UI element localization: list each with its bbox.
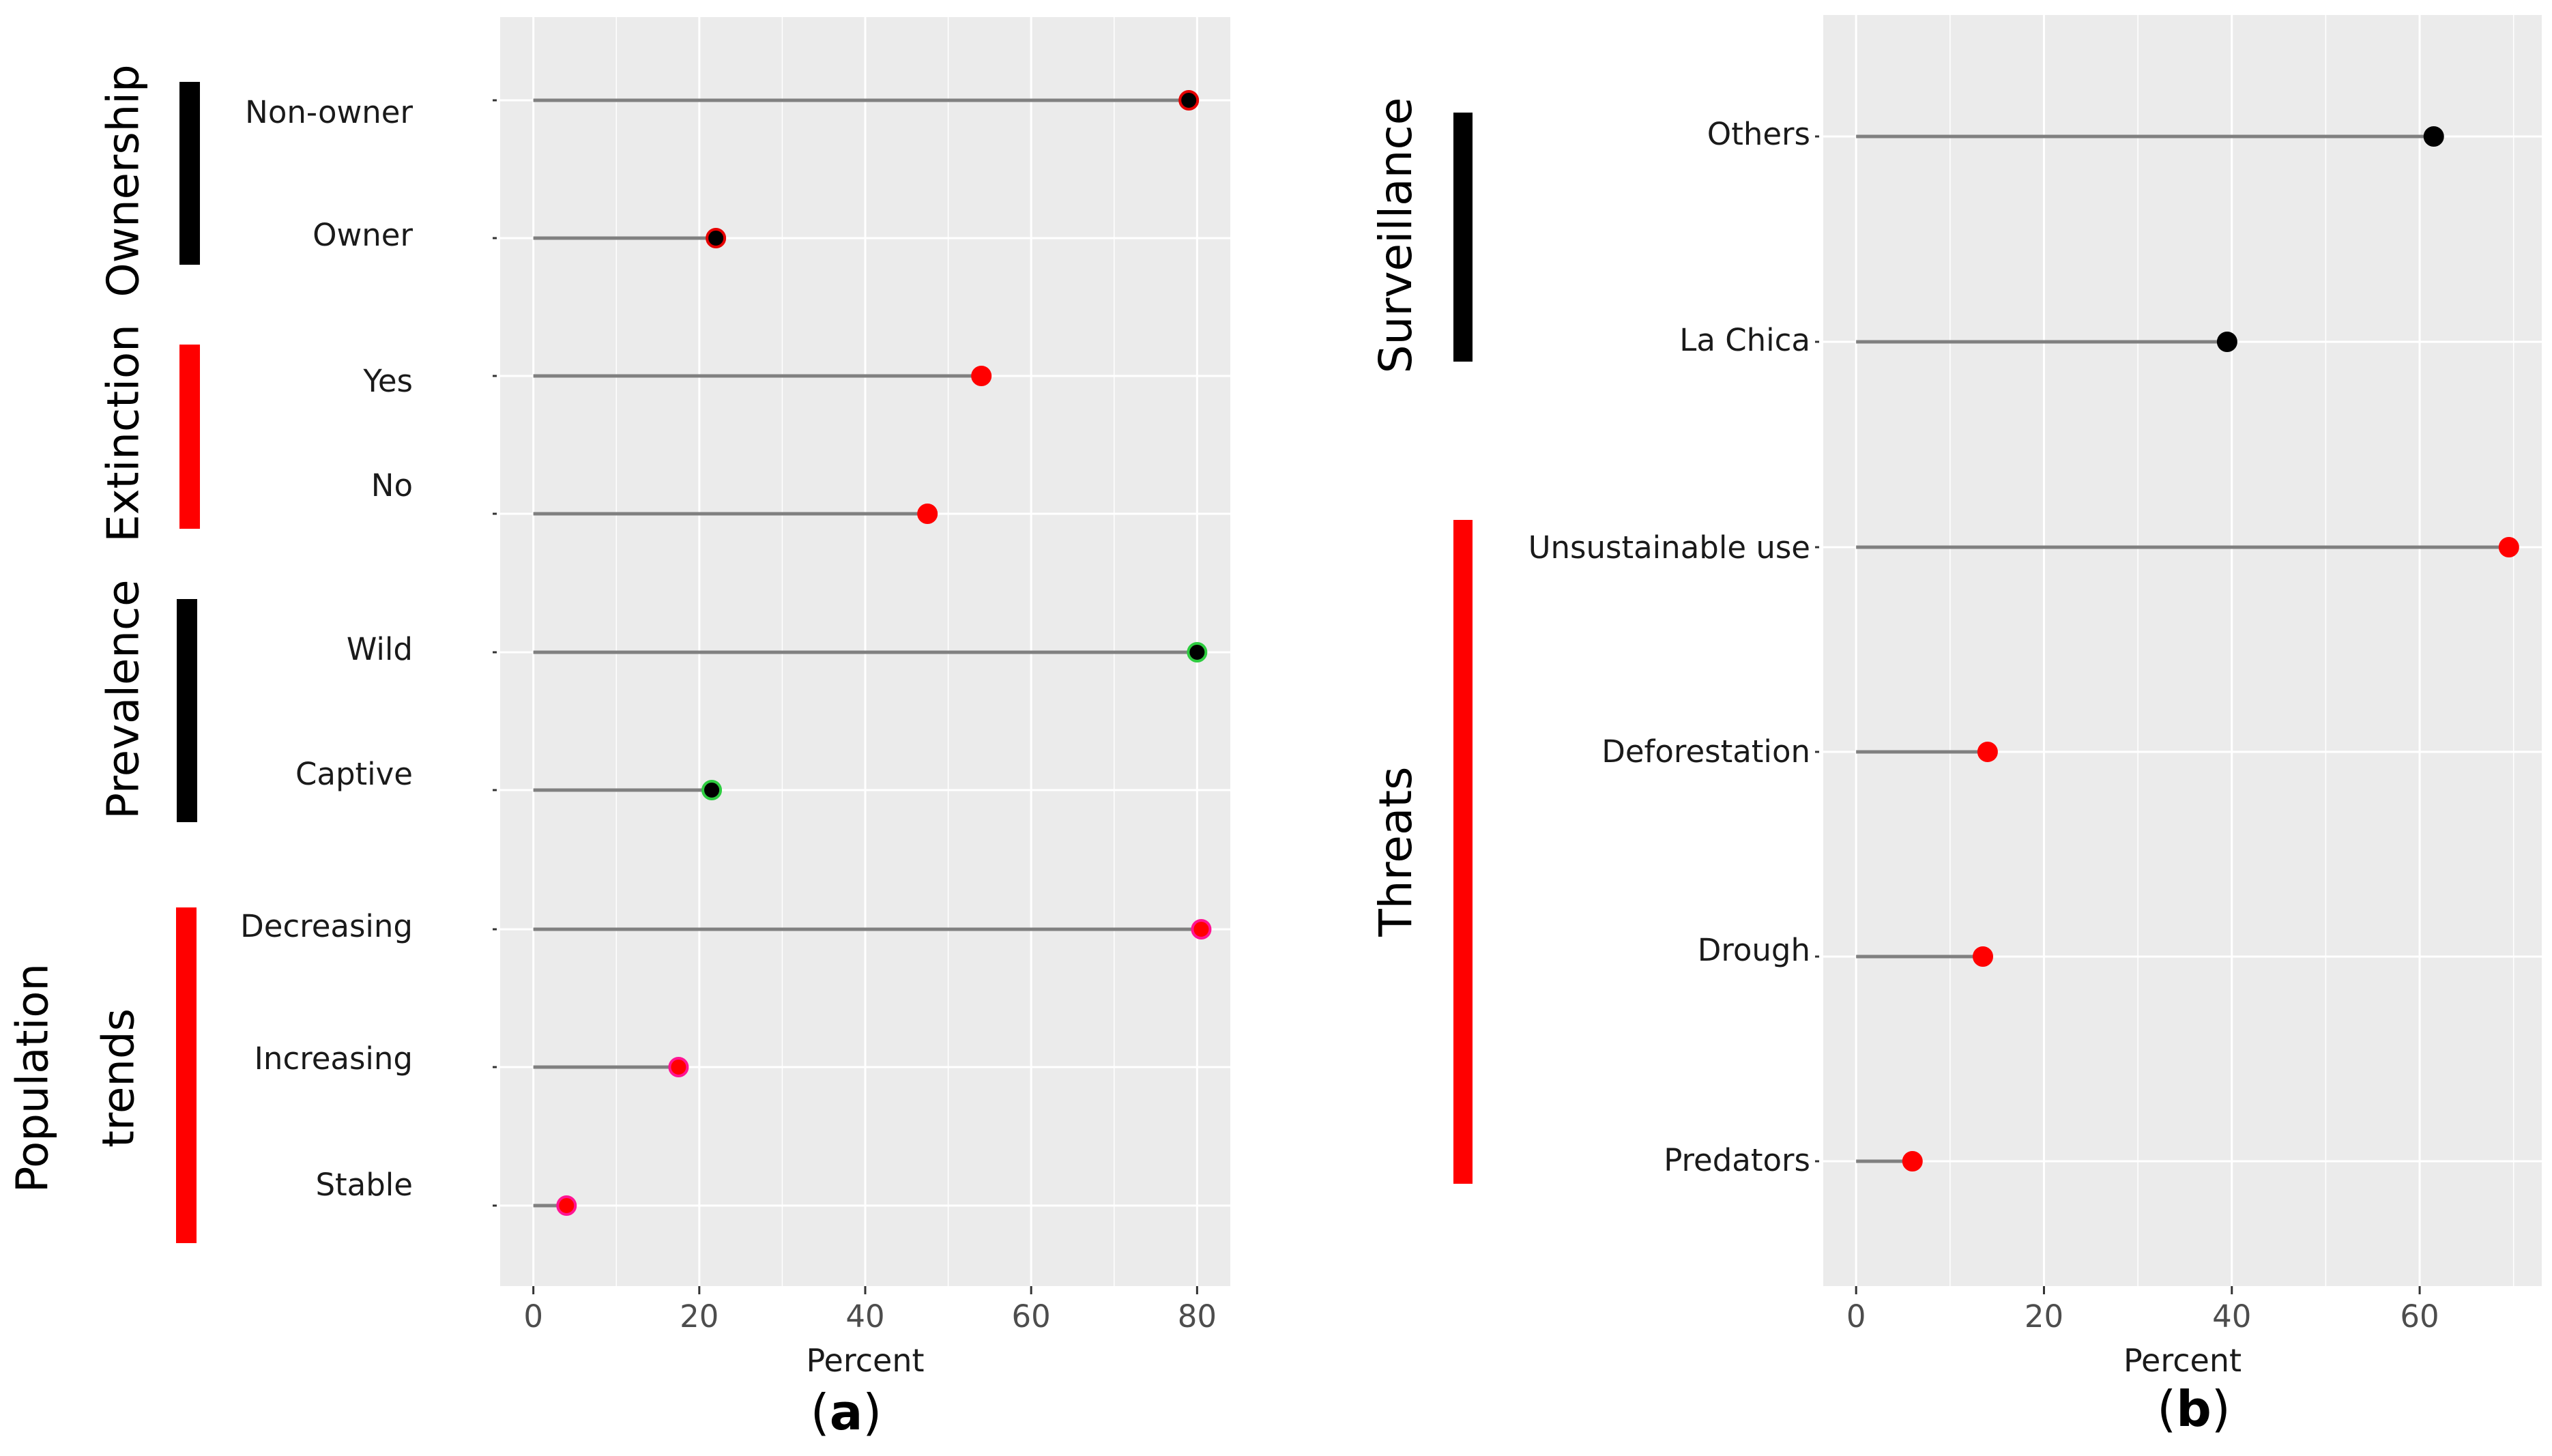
category-label-wild: Wild — [347, 631, 413, 667]
x-tick-label: 80 — [1178, 1298, 1217, 1335]
group-bar-extinction — [179, 345, 200, 529]
group-label-prevalence: Prevalence — [99, 579, 149, 819]
point-la-chica — [2216, 332, 2237, 352]
panel-label-letter: a — [830, 1384, 863, 1441]
point-deforestation — [1977, 742, 1998, 762]
group-label-trends: trends — [94, 1008, 145, 1148]
category-label-owner: Owner — [313, 217, 413, 253]
point-non-owner — [1178, 90, 1200, 111]
group-bar-threats — [1453, 520, 1473, 1184]
group-bar-ownership — [179, 82, 200, 265]
x-tick-label: 20 — [680, 1298, 719, 1335]
point-captive — [701, 780, 723, 800]
group-label-threats: Threats — [1369, 766, 1422, 937]
category-label-predators: Predators — [1664, 1142, 1810, 1178]
point-unsustainable-use — [2498, 537, 2519, 557]
x-tick-label: 0 — [1846, 1298, 1866, 1335]
group-label-extinction: Extinction — [99, 324, 149, 542]
point-decreasing — [1191, 919, 1212, 940]
group-label-ownership: Ownership — [99, 64, 149, 297]
panel-label-paren: ( — [2157, 1380, 2176, 1438]
x-tick-label: 60 — [1012, 1298, 1051, 1335]
point-owner — [706, 228, 727, 248]
group-label-surveillance: Surveillance — [1369, 98, 1422, 374]
point-stable — [556, 1195, 577, 1216]
panel-label-b: (b) — [2157, 1380, 2231, 1438]
point-predators — [1902, 1151, 1923, 1171]
category-label-decreasing: Decreasing — [240, 908, 413, 944]
group-label-population: Population — [8, 963, 59, 1193]
point-wild — [1187, 642, 1208, 663]
category-label-deforestation: Deforestation — [1601, 733, 1810, 770]
x-axis-title-b: Percent — [2123, 1342, 2242, 1379]
panel-label-paren: ) — [862, 1384, 882, 1441]
x-tick-label: 20 — [2025, 1298, 2063, 1335]
category-label-others: Others — [1707, 116, 1810, 152]
panel-label-paren: ) — [2212, 1380, 2231, 1438]
panel-b: Others La Chica Unsustainable use Deforesta… — [1369, 15, 2542, 1438]
category-label-la-chica: La Chica — [1679, 322, 1810, 358]
panel-a: Non-owner Owner Yes No Wild Captive Decreasing… — [8, 17, 1230, 1441]
category-label-stable: Stable — [315, 1167, 413, 1203]
x-tick-label: 40 — [2212, 1298, 2251, 1335]
category-label-no: No — [371, 467, 413, 504]
group-bar-surveillance — [1453, 113, 1473, 362]
x-tick-label: 60 — [2400, 1298, 2439, 1335]
category-label-drough: Drough — [1698, 932, 1810, 968]
category-label-yes: Yes — [362, 363, 413, 399]
point-yes — [971, 366, 992, 386]
point-increasing — [668, 1057, 689, 1077]
x-axis-title-a: Percent — [806, 1342, 924, 1379]
x-tick-label: 0 — [523, 1298, 543, 1335]
x-tick-label: 40 — [845, 1298, 884, 1335]
plot-background-b — [1823, 15, 2542, 1286]
panel-label-letter: b — [2176, 1380, 2212, 1438]
point-no — [917, 504, 938, 524]
point-others — [2423, 126, 2444, 147]
panel-label-a: (a) — [811, 1384, 882, 1441]
category-label-captive: Captive — [295, 756, 413, 792]
point-drough — [1973, 946, 1993, 967]
category-label-increasing: Increasing — [255, 1040, 413, 1077]
group-bar-prevalence — [177, 599, 197, 822]
category-label-unsustainable-use: Unsustainable use — [1528, 529, 1810, 566]
category-label-non-owner: Non-owner — [245, 94, 413, 130]
panel-label-paren: ( — [811, 1384, 830, 1441]
group-bar-population-trends — [176, 907, 197, 1243]
